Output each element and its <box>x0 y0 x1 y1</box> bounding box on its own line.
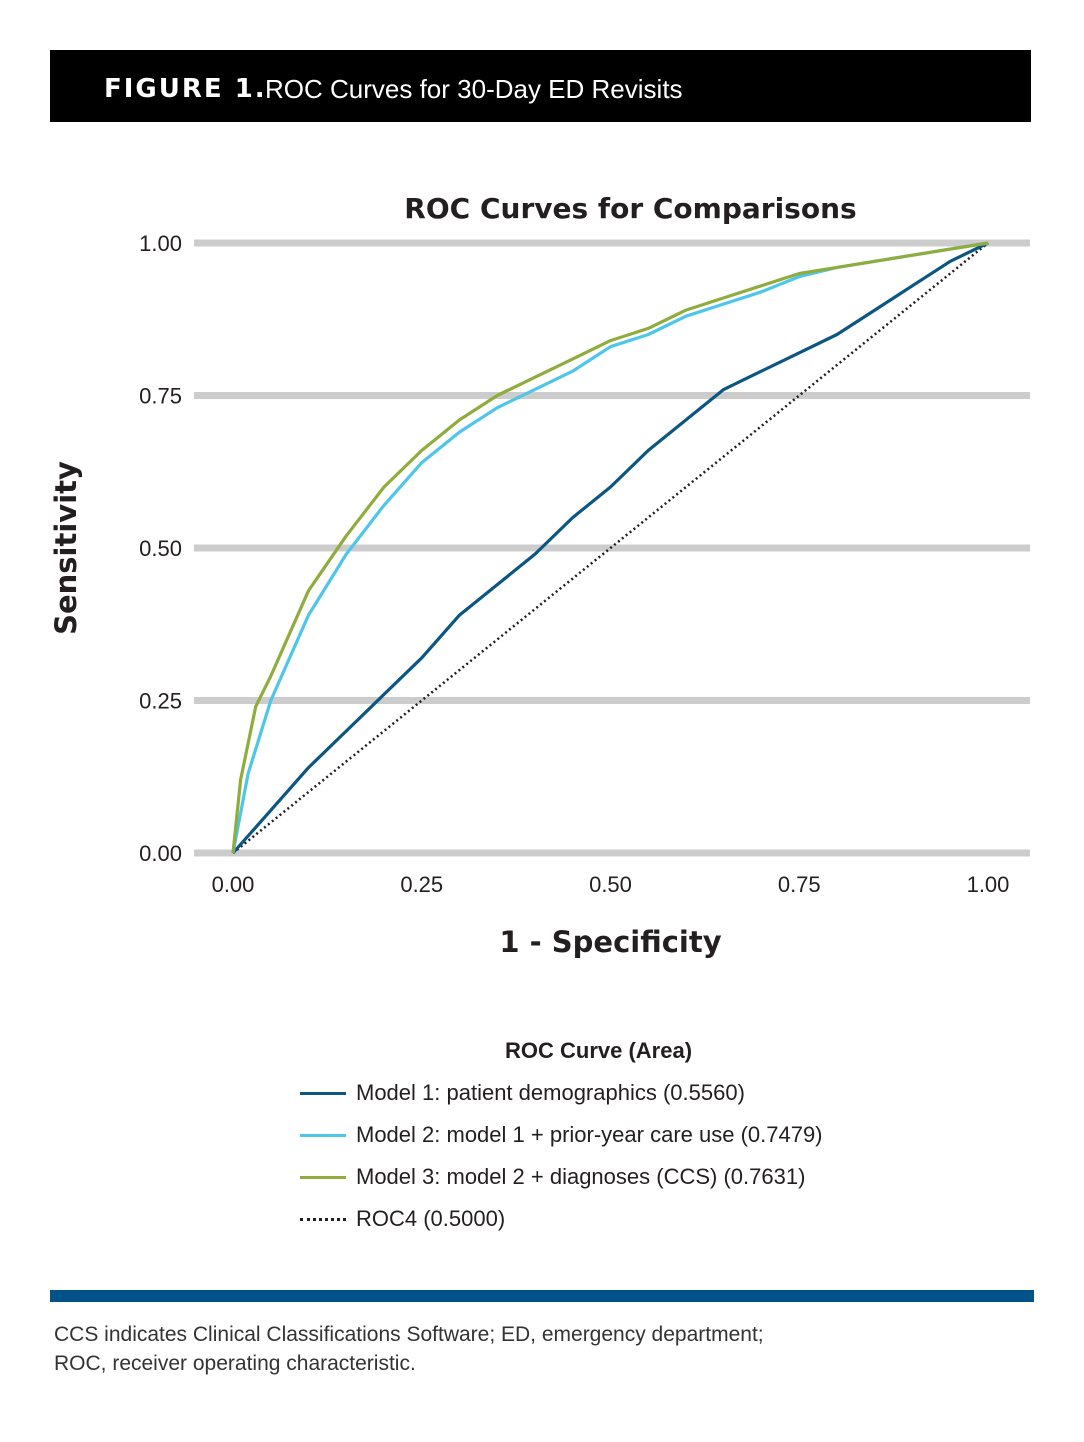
roc-chart: ROC Curves for Comparisons 0.00 0.25 0.50 0.… <box>49 192 1030 959</box>
y-tick-label-1: 0.25 <box>139 689 182 714</box>
x-tick-label-4: 1.00 <box>967 872 1010 897</box>
legend-label: Model 1: patient demographics (0.5560) <box>356 1080 745 1105</box>
x-tick-label-1: 0.25 <box>400 872 443 897</box>
y-tick-label-4: 1.00 <box>139 231 182 256</box>
legend-swatch <box>300 1091 346 1095</box>
footnote-line-2: ROC, receiver operating characteristic. <box>54 1352 416 1375</box>
legend-item-4: ROC4 (0.5000) <box>300 1204 505 1234</box>
legend-label: Model 2: model 1 + prior-year care use (… <box>356 1122 823 1147</box>
figure-header: FIGURE 1. ROC Curves for 30-Day ED Revis… <box>50 50 1031 122</box>
figure-label: FIGURE 1. <box>104 74 267 104</box>
legend-label: ROC4 (0.5000) <box>356 1206 506 1231</box>
y-tick-label-2: 0.50 <box>139 536 182 561</box>
footnote-line-1: CCS indicates Clinical Classifications S… <box>54 1323 764 1346</box>
x-tick-label-3: 0.75 <box>778 872 821 897</box>
footnote: CCS indicates Clinical Classifications S… <box>54 1320 1024 1378</box>
x-tick-label-0: 0.00 <box>212 872 255 897</box>
legend-swatch <box>300 1175 346 1179</box>
legend-title: ROC Curve (Area) <box>505 1038 693 1063</box>
legend-item-1: Model 1: patient demographics (0.5560) <box>300 1078 745 1108</box>
y-tick-label-0: 0.00 <box>139 841 182 866</box>
x-tick-label-2: 0.50 <box>589 872 632 897</box>
series-line-1 <box>231 241 989 855</box>
figure-title: ROC Curves for 30-Day ED Revisits <box>265 74 683 104</box>
series-line-3 <box>231 241 989 854</box>
legend-item-2: Model 2: model 1 + prior-year care use (… <box>300 1120 823 1150</box>
y-tick-label-3: 0.75 <box>139 384 182 409</box>
legend-swatch <box>300 1217 346 1221</box>
legend-item-3: Model 3: model 2 + diagnoses (CCS) (0.76… <box>300 1162 805 1192</box>
x-axis-label: 1 - Specificity <box>499 925 721 959</box>
y-axis-label: Sensitivity <box>49 461 83 635</box>
series-line-4 <box>232 242 989 854</box>
chart-title: ROC Curves for Comparisons <box>404 192 856 225</box>
legend-swatch <box>300 1133 346 1137</box>
footer-rule <box>50 1290 1034 1302</box>
legend-label: Model 3: model 2 + diagnoses (CCS) (0.76… <box>356 1164 806 1189</box>
